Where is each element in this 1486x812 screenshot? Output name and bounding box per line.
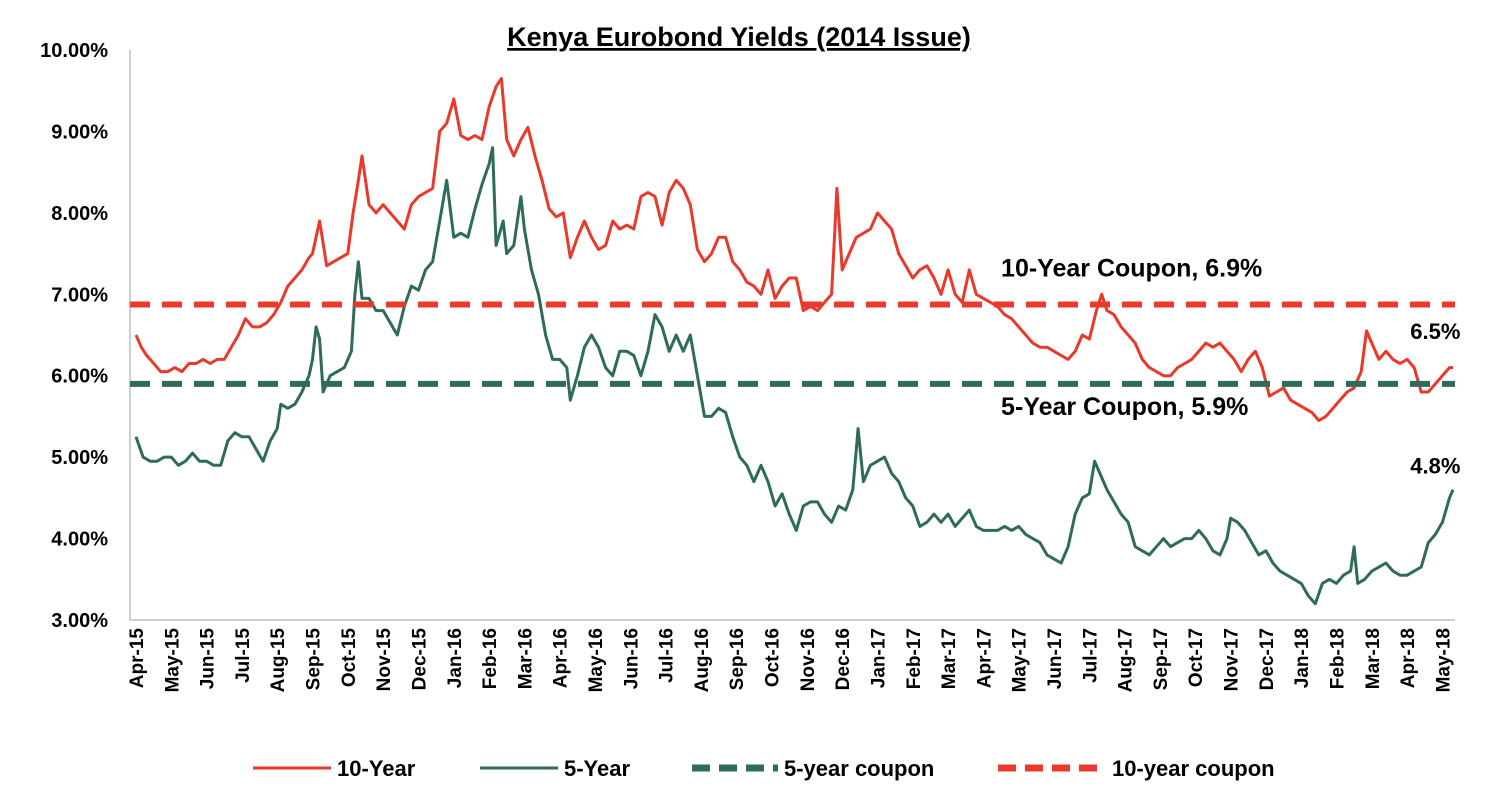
y-tick-label: 6.00%: [51, 366, 108, 388]
x-tick-label: Jun-17: [1045, 628, 1066, 689]
x-tick-label: Nov-17: [1222, 628, 1243, 691]
x-tick-label: Dec-17: [1257, 628, 1278, 690]
x-tick-label: Jan-18: [1292, 628, 1313, 688]
x-tick-label: Aug-17: [1116, 628, 1137, 692]
x-tick-label: Feb-16: [480, 628, 501, 689]
series-5-year-line: [134, 146, 1455, 606]
x-tick-label: Oct-15: [339, 628, 360, 688]
x-tick-label: Apr-15: [127, 628, 148, 689]
x-tick-label: Mar-16: [515, 628, 536, 689]
annotation-label: 10-Year Coupon, 6.9%: [1001, 254, 1262, 282]
x-tick-label: Dec-16: [833, 628, 854, 690]
legend-label: 10-year coupon: [1112, 756, 1275, 781]
x-tick-label: Apr-17: [974, 628, 995, 688]
x-tick-label: Oct-17: [1186, 628, 1207, 687]
y-tick-label: 3.00%: [51, 610, 108, 632]
x-tick-label: Jan-16: [445, 628, 466, 688]
annotation-label: 6.5%: [1410, 319, 1460, 344]
x-tick-label: Feb-17: [904, 628, 925, 689]
x-tick-label: Sep-16: [727, 628, 748, 690]
x-tick-label: Sep-17: [1151, 628, 1172, 690]
x-tick-label: May-16: [586, 628, 607, 692]
y-tick-label: 5.00%: [51, 447, 108, 469]
legend-label: 5-Year: [564, 756, 630, 781]
y-tick-label: 4.00%: [51, 529, 108, 551]
x-tick-label: Mar-17: [939, 628, 960, 689]
x-tick-label: Mar-18: [1363, 628, 1384, 689]
chart-title: Kenya Eurobond Yields (2014 Issue): [507, 22, 971, 52]
x-tick-label: Oct-16: [763, 628, 784, 687]
y-tick-label: 9.00%: [51, 121, 108, 143]
x-tick-label: Sep-15: [304, 628, 325, 691]
x-tick-label: Jul-15: [233, 628, 254, 683]
legend: 10-Year 5-Year 5-year coupon 10-year coupon: [253, 756, 1275, 781]
x-tick-label: Jun-16: [621, 628, 642, 689]
legend-label: 10-Year: [337, 756, 416, 781]
x-tick-label: Feb-18: [1327, 628, 1348, 689]
annotation-layer: 10-Year Coupon, 6.9% 5-Year Coupon, 5.9% 6…: [1001, 254, 1460, 478]
series-layer: [130, 77, 1455, 606]
x-tick-label: May-18: [1433, 628, 1454, 692]
legend-label: 5-year coupon: [784, 756, 934, 781]
x-tick-label: Dec-15: [409, 628, 430, 691]
series-10-year-line: [134, 77, 1453, 422]
x-tick-label: Jan-17: [868, 628, 889, 688]
x-tick-label: Nov-16: [798, 628, 819, 691]
x-axis-ticks: Apr-15 May-15 Jun-15 Jul-15 Aug-15 Sep-15 Oct-…: [127, 628, 1454, 693]
x-tick-label: May-15: [162, 628, 183, 693]
y-tick-label: 7.00%: [51, 284, 108, 306]
x-tick-label: Aug-16: [692, 628, 713, 692]
y-tick-label: 8.00%: [51, 203, 108, 225]
annotation-label: 4.8%: [1410, 453, 1460, 478]
x-tick-label: Aug-15: [268, 628, 289, 693]
y-tick-label: 10.00%: [40, 40, 108, 62]
x-tick-label: Jun-15: [198, 628, 219, 690]
x-tick-label: Jul-16: [657, 628, 678, 683]
x-tick-label: Apr-16: [551, 628, 572, 688]
x-tick-label: Nov-15: [374, 628, 395, 692]
x-tick-label: Apr-18: [1398, 628, 1419, 688]
x-tick-label: Jul-17: [1080, 628, 1101, 683]
x-tick-label: May-17: [1010, 628, 1031, 692]
annotation-label: 5-Year Coupon, 5.9%: [1001, 393, 1248, 421]
y-axis-ticks: 3.00% 4.00% 5.00% 6.00% 7.00% 8.00% 9.00% 10.00…: [40, 40, 108, 632]
